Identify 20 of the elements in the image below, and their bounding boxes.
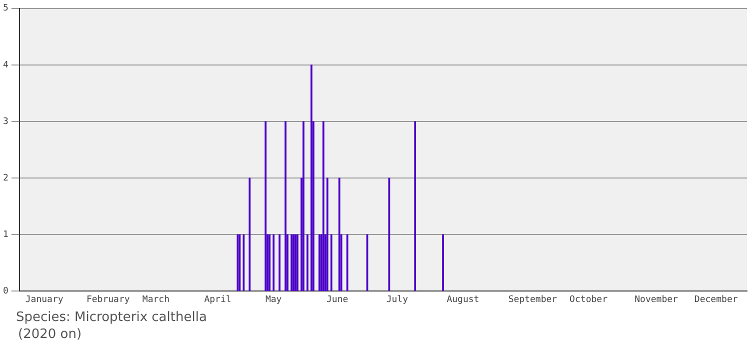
x-tick-label: May <box>265 294 282 305</box>
y-tick-label: 0 <box>2 286 8 297</box>
x-tick-label: October <box>570 294 608 305</box>
text: Species: Micropterix calthella <box>16 310 207 325</box>
y-tick-label: 2 <box>2 173 8 184</box>
x-tick-label: September <box>508 294 558 305</box>
x-tick-label: December <box>694 294 738 305</box>
x-tick-label: March <box>142 294 170 305</box>
x-tick-label: January <box>25 294 64 305</box>
x-tick-label: June <box>326 294 348 305</box>
y-tick-label: 5 <box>2 4 8 14</box>
x-tick-label: April <box>204 294 232 305</box>
y-tick-label: 1 <box>2 230 8 240</box>
x-tick-label: August <box>446 294 480 305</box>
x-tick-label: July <box>386 294 409 305</box>
x-tick-label: November <box>634 294 679 305</box>
text: (2020 on) <box>18 327 82 342</box>
y-tick-label: 3 <box>2 116 8 127</box>
y-tick-label: 4 <box>2 60 8 70</box>
x-tick-label: February <box>86 294 130 305</box>
